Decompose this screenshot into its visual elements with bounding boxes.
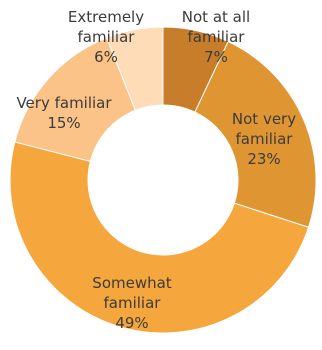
slice-label-line-0-1: familiar <box>188 28 246 46</box>
slice-pct-2: 49% <box>115 314 148 332</box>
slice-label-line-4-1: familiar <box>78 28 136 46</box>
slice-label-line-0-0: Not at all <box>182 8 250 26</box>
slice-1 <box>194 40 317 228</box>
slice-pct-3: 15% <box>47 114 80 132</box>
slice-label-2: Somewhat familiar 49% <box>92 274 172 332</box>
slice-label-line-2-0: Somewhat <box>92 274 172 292</box>
slice-label-1: Not very familiar 23% <box>232 110 296 168</box>
slice-label-0: Not at all familiar 7% <box>182 8 250 66</box>
slice-pct-1: 23% <box>247 150 280 168</box>
slice-label-line-1-0: Not very <box>232 110 296 128</box>
slice-label-4: Extremely familiar 6% <box>68 8 144 66</box>
slice-label-line-1-1: familiar <box>236 130 294 148</box>
slice-pct-4: 6% <box>94 48 118 66</box>
labels-group: Not at all familiar 7% Not very familiar 23% S… <box>16 8 296 332</box>
slice-4 <box>106 26 164 111</box>
slice-2 <box>9 141 310 334</box>
slice-pct-0: 7% <box>204 48 228 66</box>
slice-label-line-4-0: Extremely <box>68 8 144 26</box>
slice-label-3: Very familiar 15% <box>16 94 112 132</box>
slice-label-line-3-0: Very familiar <box>16 94 112 112</box>
slices-group <box>9 26 317 334</box>
slice-label-line-2-1: familiar <box>104 294 162 312</box>
